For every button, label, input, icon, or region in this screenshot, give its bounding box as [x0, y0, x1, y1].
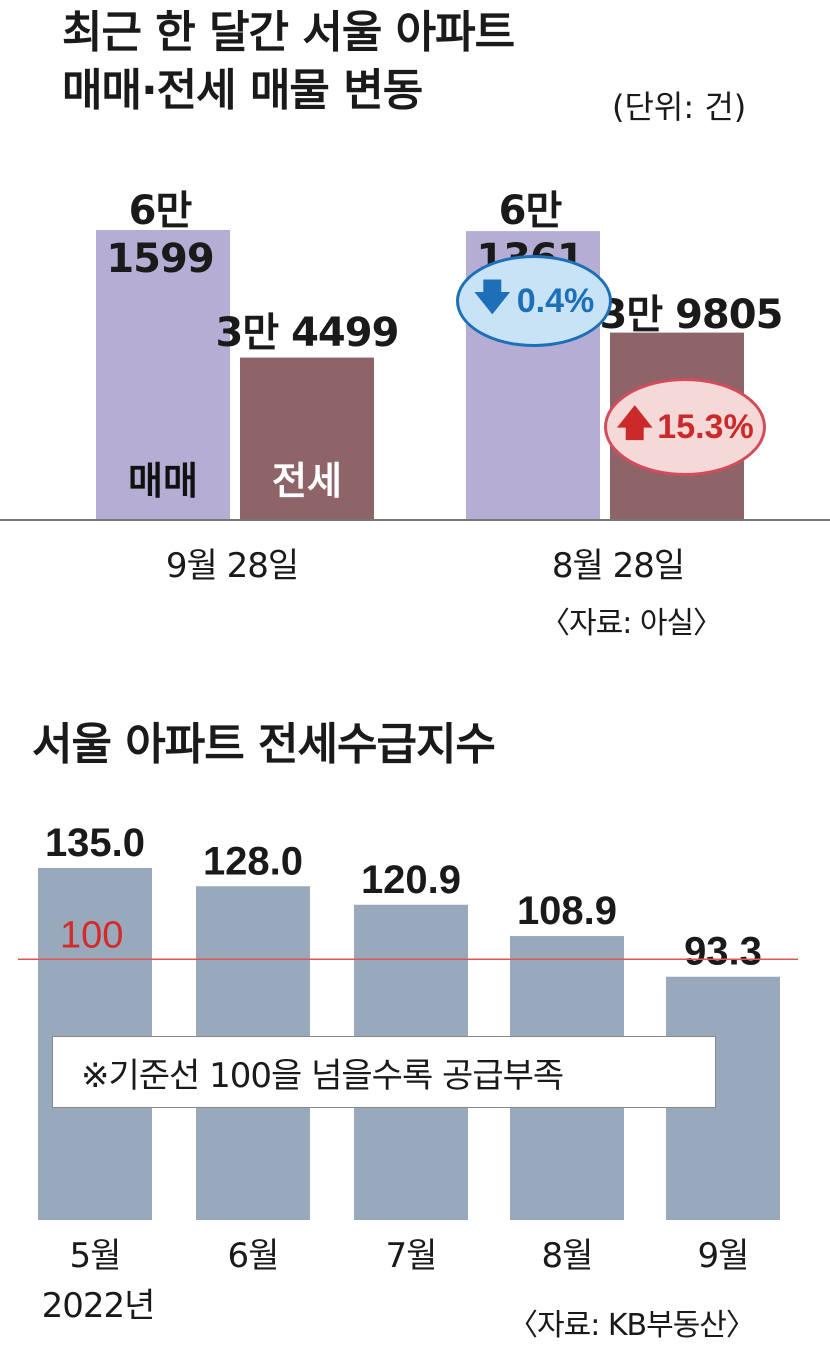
bar-label-maemae: 매매 — [128, 459, 198, 503]
down-arrow-icon: 🡇 — [473, 275, 511, 317]
chart1-source: 〈자료: 아실〉 — [540, 606, 723, 641]
value-label-index-2: 120.9 — [361, 858, 461, 902]
reference-line-label: 100 — [60, 914, 123, 956]
chart1-unit: (단위: 건) — [612, 88, 747, 126]
x-label-year: 2022년 — [41, 1286, 156, 1326]
chart2-title: 서울 아파트 전세수급지수 — [32, 719, 496, 770]
bar-label-jeonse: 전세 — [272, 459, 342, 503]
chart2-source: 〈자료: KB부동산〉 — [508, 1308, 756, 1343]
change-text-jeonse: 15.3% — [657, 407, 754, 446]
change-text-maemae: 0.4% — [516, 281, 595, 320]
x-label-sep: 9월 — [697, 1236, 750, 1276]
x-label-sep28: 9월 28일 — [165, 546, 299, 586]
value-label-index-1: 128.0 — [203, 839, 303, 883]
value-label-index-4: 93.3 — [684, 930, 762, 974]
value-label-maemae-sep: 6만 1599 — [106, 188, 214, 282]
up-arrow-icon: 🡅 — [616, 401, 654, 443]
bar-jeonse-0 — [240, 357, 374, 520]
x-label-aug28: 8월 28일 — [551, 546, 685, 586]
x-label-may: 5월 — [69, 1236, 122, 1276]
chart2-plot: 135.0 128.0 120.9 108.9 93.3 100 — [18, 821, 798, 1220]
x-label-aug: 8월 — [541, 1236, 594, 1276]
x-label-jun: 6월 — [227, 1236, 280, 1276]
bar-maemae-0 — [96, 230, 230, 520]
x-label-jul: 7월 — [385, 1236, 438, 1276]
value-label-jeonse-aug: 3만 9805 — [599, 292, 784, 338]
chart1-title-line1: 최근 한 달간 서울 아파트 — [62, 7, 515, 58]
chart1-plot — [0, 230, 830, 521]
value-label-jeonse-sep: 3만 4499 — [215, 310, 400, 356]
change-badge-jeonse: 🡅 15.3% — [604, 378, 766, 476]
value-label-index-0: 135.0 — [45, 821, 145, 865]
reference-note: ※기준선 100을 넘을수록 공급부족 — [52, 1036, 716, 1108]
change-badge-maemae: 🡇 0.4% — [456, 255, 612, 347]
value-label-index-3: 108.9 — [517, 889, 617, 933]
chart1-title-line2: 매매·전세 매물 변동 — [62, 65, 423, 116]
